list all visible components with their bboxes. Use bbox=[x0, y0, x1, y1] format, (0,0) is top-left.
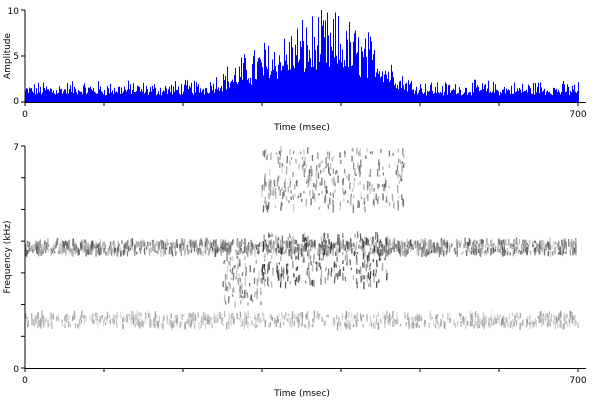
spectrogram-x-axis-label: Time (msec) bbox=[273, 389, 330, 399]
spectrogram-axes bbox=[24, 146, 586, 369]
spectrogram-marks bbox=[24, 146, 579, 331]
waveform-bars bbox=[25, 10, 579, 102]
spectrogram-y-tick-0: 0 bbox=[13, 365, 19, 375]
spectrogram-x-tick-700: 700 bbox=[569, 376, 586, 386]
waveform-x-tick-700: 700 bbox=[569, 110, 586, 120]
spectrogram-panel: 0 700 7 0 Time (msec) Frequency (kHz) bbox=[3, 143, 587, 399]
spectrogram-band bbox=[222, 255, 264, 308]
spectrogram-x-tick-0: 0 bbox=[22, 376, 28, 386]
waveform-y-tick-10: 10 bbox=[8, 7, 20, 17]
waveform-x-axis-label: Time (msec) bbox=[273, 123, 330, 133]
spectrogram-ticks bbox=[21, 145, 579, 372]
waveform-y-tick-0: 0 bbox=[13, 97, 19, 107]
waveform-y-axis-label: Amplitude bbox=[3, 32, 13, 79]
waveform-x-tick-0: 0 bbox=[22, 110, 28, 120]
spectrogram-y-axis-label: Frequency (kHz) bbox=[3, 220, 13, 293]
spectrogram-band bbox=[261, 231, 389, 290]
spectrogram-y-tick-7: 7 bbox=[13, 143, 19, 153]
spectrogram-band bbox=[24, 237, 578, 258]
spectrogram-plot-area bbox=[25, 146, 578, 368]
waveform-ticks bbox=[21, 9, 579, 106]
spectrogram-band bbox=[261, 146, 405, 214]
spectrogram-band bbox=[24, 310, 579, 331]
waveform-y-tick-5: 5 bbox=[13, 52, 19, 62]
waveform-panel: 0 700 10 5 0 Time (msec) Amplitude bbox=[3, 7, 587, 133]
